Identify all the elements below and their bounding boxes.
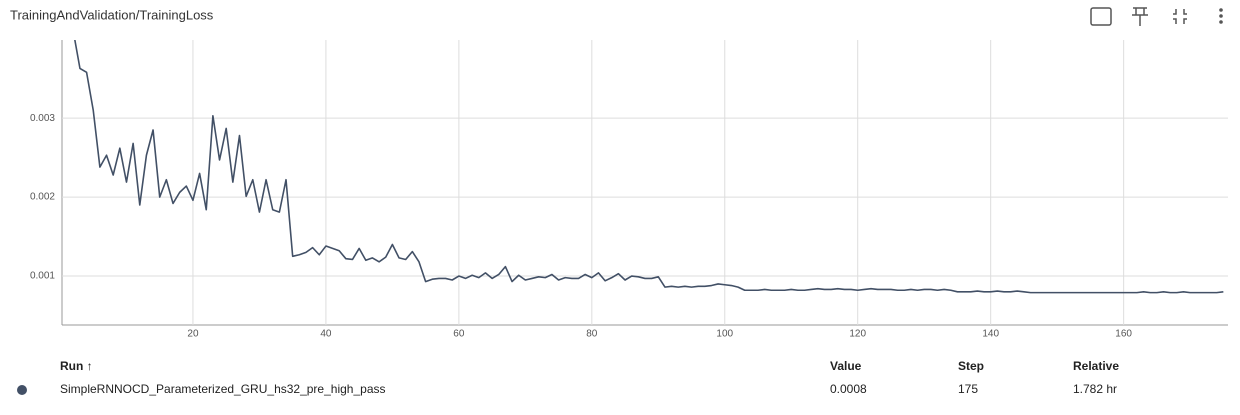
pin-icon[interactable] (1132, 7, 1148, 26)
y-tick-label: 0.002 (30, 192, 55, 203)
run-table: Run ↑ Value Step Relative SimpleRNNOCD_P… (17, 359, 1119, 396)
x-tick-label: 60 (453, 329, 465, 340)
run-value: 0.0008 (830, 382, 867, 396)
fullscreen-icon[interactable] (1090, 7, 1112, 26)
x-tick-label: 80 (586, 329, 598, 340)
run-color-dot (17, 385, 27, 395)
header-step: Step (958, 359, 984, 373)
x-tick-label: 100 (716, 329, 733, 340)
header-value: Value (830, 359, 862, 373)
run-relative: 1.782 hr (1073, 382, 1117, 396)
collapse-icon[interactable] (1173, 9, 1187, 24)
series-line (74, 40, 1224, 294)
x-tick-label: 140 (982, 329, 999, 340)
run-step: 175 (958, 382, 978, 396)
menu-icon[interactable] (1219, 8, 1223, 24)
header-run[interactable]: Run ↑ (60, 359, 93, 373)
chart-title: TrainingAndValidation/TrainingLoss (10, 7, 214, 22)
x-tick-label: 20 (187, 329, 199, 340)
y-tick-label: 0.003 (30, 113, 55, 124)
header-relative: Relative (1073, 359, 1119, 373)
x-tick-label: 160 (1115, 329, 1132, 340)
x-tick-label: 120 (849, 329, 866, 340)
run-name: SimpleRNNOCD_Parameterized_GRU_hs32_pre_… (60, 382, 386, 396)
x-tick-label: 40 (320, 329, 332, 340)
toolbar[interactable] (1090, 7, 1223, 26)
y-tick-label: 0.001 (30, 271, 55, 282)
